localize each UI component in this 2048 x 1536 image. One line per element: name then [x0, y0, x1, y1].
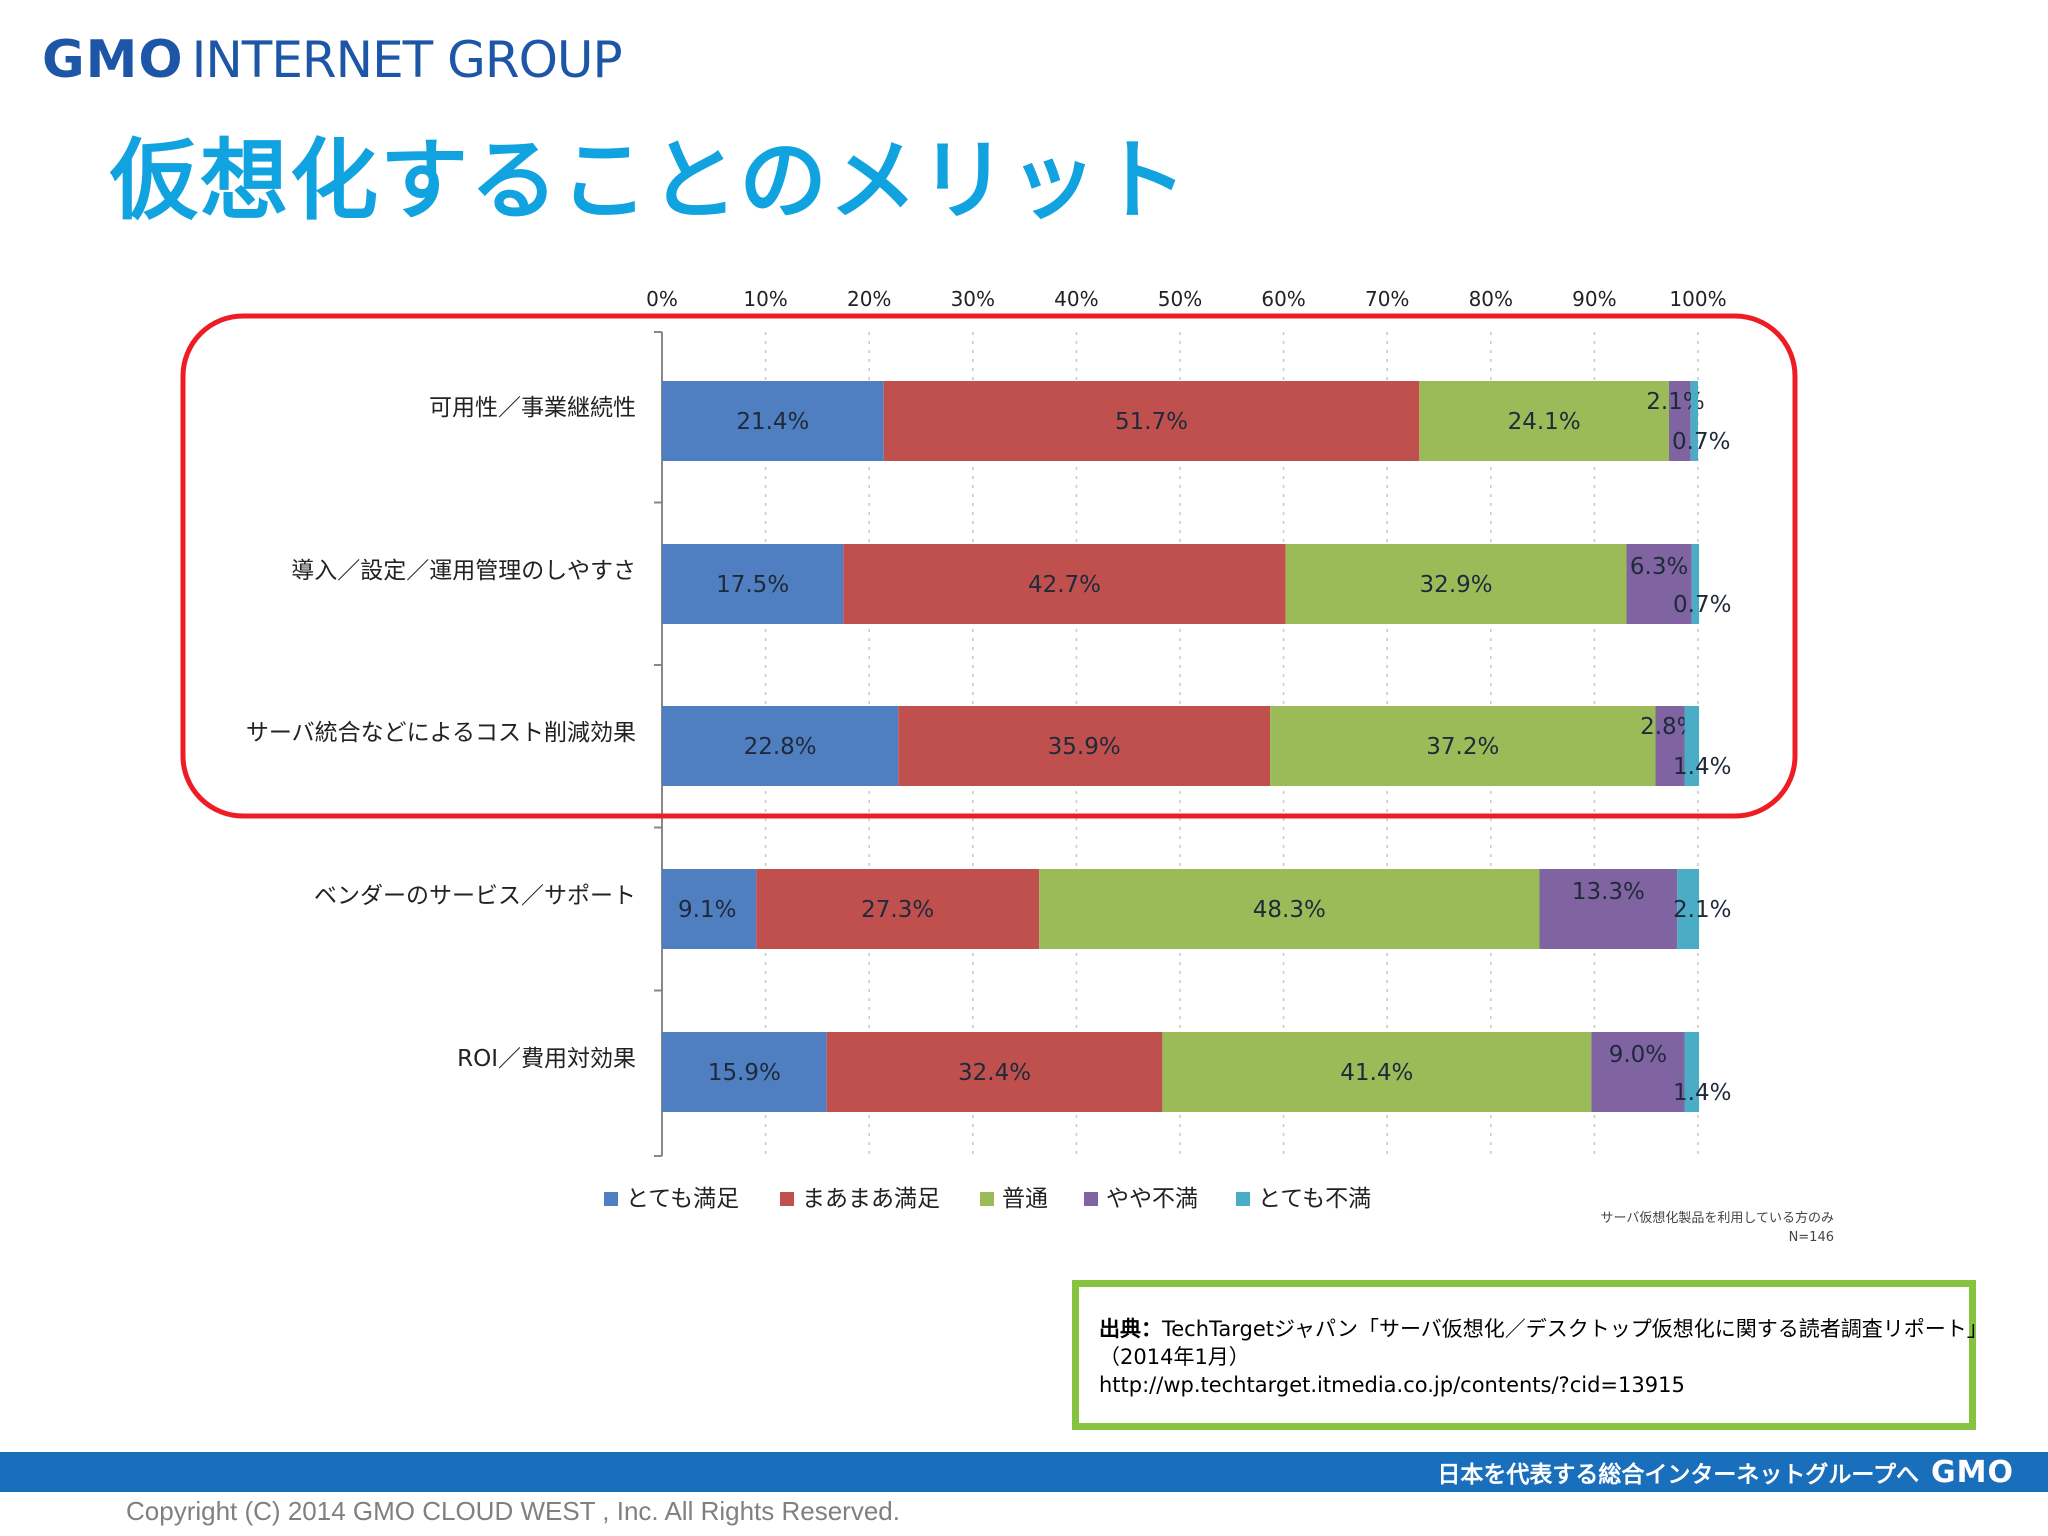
bar-segment [662, 869, 757, 949]
data-label: 24.1% [1508, 409, 1581, 435]
bar-segment [1270, 706, 1656, 786]
data-label: 1.4% [1673, 754, 1731, 780]
bar-segment [662, 381, 884, 461]
x-tick-label: 90% [1572, 287, 1616, 311]
bar-segment [843, 544, 1286, 624]
category-label: 導入／設定／運用管理のしやすさ [291, 558, 636, 584]
data-label: 6.3% [1630, 554, 1688, 580]
bar-segment [1626, 544, 1692, 624]
footer-tagline-text: 日本を代表する総合インターネットグループへ [1437, 1462, 1920, 1488]
data-label: 27.3% [861, 897, 934, 923]
data-label: 9.0% [1609, 1042, 1667, 1068]
data-label: 2.1% [1673, 897, 1731, 923]
data-label: 32.9% [1420, 572, 1493, 598]
data-label: 13.3% [1572, 879, 1645, 905]
legend-swatch [1236, 1192, 1250, 1206]
data-label: 0.7% [1673, 592, 1731, 618]
data-label: 1.4% [1673, 1080, 1731, 1106]
x-tick-label: 20% [847, 287, 891, 311]
x-tick-label: 80% [1469, 287, 1513, 311]
data-label: 37.2% [1426, 734, 1499, 760]
source-url: http://wp.techtarget.itmedia.co.jp/conte… [1099, 1373, 1685, 1397]
bar-segment [898, 706, 1271, 786]
source-line1: TechTargetジャパン「サーバ仮想化／デスクトップ仮想化に関する読者調査リ… [1162, 1317, 1988, 1341]
x-tick-label: 70% [1365, 287, 1409, 311]
legend-label: やや不満 [1106, 1186, 1198, 1212]
x-tick-label: 0% [646, 287, 678, 311]
legend-label: とても不満 [1258, 1186, 1371, 1212]
category-label: 可用性／事業継続性 [429, 395, 636, 421]
category-label: ベンダーのサービス／サポート [314, 883, 636, 909]
legend-swatch [980, 1192, 994, 1206]
bar-segment [1684, 1032, 1700, 1112]
legend-label: とても満足 [626, 1186, 739, 1212]
legend-swatch [780, 1192, 794, 1206]
category-label: サーバ統合などによるコスト削減効果 [246, 720, 636, 746]
data-label: 51.7% [1115, 409, 1188, 435]
data-label: 42.7% [1028, 572, 1101, 598]
bar-segment [1668, 381, 1691, 461]
bar-segment [1039, 869, 1540, 949]
highlight-frame [180, 313, 1798, 819]
x-tick-label: 10% [743, 287, 787, 311]
bar-segment [662, 706, 899, 786]
footer-gmo-logo: GMO [1931, 1454, 2014, 1490]
bar-segment [1684, 706, 1700, 786]
bar-segment [1690, 381, 1698, 461]
sample-size-note: N=146 [1789, 1230, 1834, 1245]
source-line2: （2014年1月） [1099, 1345, 1250, 1369]
data-label: 9.1% [678, 897, 736, 923]
bar-segment [1677, 869, 1700, 949]
source-box: 出典：TechTargetジャパン「サーバ仮想化／デスクトップ仮想化に関する読者… [1072, 1280, 1988, 1430]
copyright: Copyright (C) 2014 GMO CLOUD WEST , Inc.… [126, 1496, 900, 1526]
page-title: 仮想化することのメリット [110, 129, 1190, 232]
bar-segment [1419, 381, 1669, 461]
data-label: 15.9% [708, 1060, 781, 1086]
data-label: 41.4% [1340, 1060, 1413, 1086]
bar-segment [1655, 706, 1685, 786]
legend-swatch [1084, 1192, 1098, 1206]
bar-segment [1691, 544, 1700, 624]
x-tick-label: 60% [1261, 287, 1305, 311]
bar-segment [826, 1032, 1163, 1112]
bar-segment [1162, 1032, 1592, 1112]
x-tick-label: 30% [951, 287, 995, 311]
data-label: 22.8% [744, 734, 817, 760]
logo-group-text: INTERNET GROUP [191, 31, 623, 89]
category-label: ROI／費用対効果 [457, 1046, 636, 1072]
legend-swatch [604, 1192, 618, 1206]
bar-segment [883, 381, 1420, 461]
bar-segment [1591, 1032, 1685, 1112]
gmo-logo: GMO INTERNET GROUP [42, 30, 623, 90]
data-label: 21.4% [736, 409, 809, 435]
legend-label: まあまあ満足 [802, 1186, 940, 1212]
x-tick-label: 40% [1054, 287, 1098, 311]
logo-gmo-text: GMO [42, 30, 184, 90]
bar-segment [756, 869, 1040, 949]
source-lead: 出典： [1099, 1317, 1162, 1341]
data-label: 48.3% [1253, 897, 1326, 923]
data-label: 17.5% [716, 572, 789, 598]
x-tick-label: 50% [1158, 287, 1202, 311]
bar-segment [662, 1032, 827, 1112]
data-label: 35.9% [1048, 734, 1121, 760]
data-label: 32.4% [958, 1060, 1031, 1086]
legend-label: 普通 [1002, 1186, 1048, 1212]
bar-segment [1539, 869, 1678, 949]
data-label: 0.7% [1672, 429, 1730, 455]
bar-segment [1285, 544, 1627, 624]
footer-tagline: 日本を代表する総合インターネットグループへ GMO [1437, 1452, 2014, 1492]
sample-note: サーバ仮想化製品を利用している方のみ [1601, 1210, 1834, 1226]
bar-segment [662, 544, 844, 624]
x-tick-label: 100% [1669, 287, 1726, 311]
footer-bar [0, 1452, 2048, 1492]
